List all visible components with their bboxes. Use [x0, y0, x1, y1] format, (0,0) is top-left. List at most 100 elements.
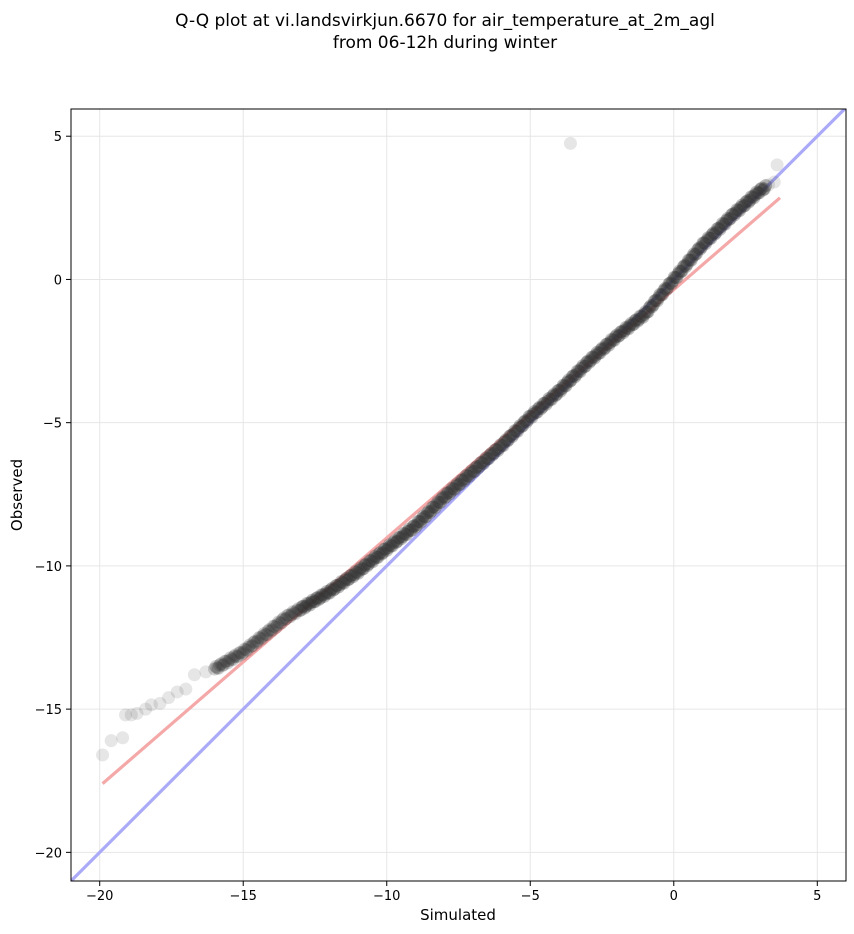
- data-point: [406, 520, 420, 534]
- data-point: [755, 181, 769, 195]
- data-point: [322, 586, 336, 600]
- data-point: [620, 321, 634, 335]
- data-point: [522, 409, 536, 423]
- data-point: [419, 510, 433, 524]
- data-point: [422, 504, 436, 518]
- data-point: [561, 373, 575, 387]
- data-point: [586, 350, 600, 364]
- x-axis-label: Simulated: [420, 906, 496, 924]
- data-point: [315, 588, 329, 602]
- data-point: [619, 320, 633, 334]
- data-point: [525, 410, 539, 424]
- data-point: [762, 178, 775, 192]
- data-point: [266, 619, 280, 633]
- data-point: [388, 534, 402, 548]
- data-point: [291, 602, 305, 616]
- data-point: [594, 343, 608, 357]
- data-point: [224, 652, 238, 666]
- data-point: [248, 634, 262, 648]
- data-point: [533, 400, 547, 414]
- data-point: [560, 375, 574, 389]
- data-point: [366, 555, 380, 569]
- data-point: [510, 424, 524, 438]
- data-point: [678, 258, 692, 272]
- data-point: [269, 620, 283, 634]
- data-point: [699, 237, 713, 251]
- data-point: [734, 200, 748, 214]
- data-point: [354, 561, 368, 575]
- data-point: [389, 535, 403, 549]
- data-point: [234, 645, 248, 659]
- y-axis-label: Observed: [8, 459, 26, 531]
- data-point: [116, 731, 130, 745]
- data-point: [470, 459, 484, 473]
- data-point: [305, 593, 319, 607]
- data-point: [591, 346, 605, 360]
- data-point: [401, 524, 415, 538]
- data-point: [623, 319, 637, 333]
- data-point: [415, 512, 429, 526]
- data-point: [283, 610, 297, 624]
- data-point: [501, 433, 515, 447]
- data-point: [420, 506, 434, 520]
- data-point: [292, 603, 306, 617]
- data-point: [230, 650, 244, 664]
- data-point: [637, 307, 651, 321]
- data-point: [300, 596, 314, 610]
- data-point: [665, 277, 679, 291]
- data-point: [539, 397, 553, 411]
- data-point: [666, 274, 680, 288]
- data-point: [514, 420, 528, 434]
- data-point: [236, 645, 250, 659]
- data-point: [432, 496, 446, 510]
- data-point: [718, 217, 732, 231]
- data-point: [162, 691, 176, 705]
- data-point: [685, 250, 699, 264]
- data-point: [509, 424, 523, 438]
- data-point: [423, 506, 437, 520]
- data-point: [662, 277, 676, 291]
- data-point: [299, 599, 313, 613]
- data-point: [456, 473, 470, 487]
- data-point: [628, 314, 642, 328]
- data-point: [362, 557, 376, 571]
- data-point: [368, 549, 382, 563]
- data-point: [574, 361, 588, 375]
- data-point: [330, 578, 344, 592]
- data-point: [535, 400, 549, 414]
- data-point: [544, 393, 558, 407]
- chart-title: Q-Q plot at vi.landsvirkjun.6670 for air…: [175, 11, 715, 53]
- data-point: [538, 396, 552, 410]
- data-point: [332, 580, 346, 594]
- data-point: [264, 624, 278, 638]
- data-point: [210, 661, 224, 675]
- y-tick-label: −5: [43, 417, 62, 432]
- x-tick-label: −15: [230, 889, 257, 904]
- data-point: [386, 536, 400, 550]
- data-point: [411, 514, 425, 528]
- data-point: [440, 486, 454, 500]
- data-point: [342, 572, 356, 586]
- identity-line: [71, 109, 846, 881]
- data-point: [756, 183, 770, 197]
- data-point: [268, 619, 282, 633]
- data-point: [475, 456, 489, 470]
- data-point: [563, 374, 577, 388]
- data-point: [369, 550, 383, 564]
- data-point: [460, 468, 474, 482]
- data-point: [380, 543, 394, 557]
- data-point: [170, 685, 184, 699]
- data-point: [313, 591, 327, 605]
- data-point: [701, 231, 715, 245]
- data-point: [612, 329, 626, 343]
- data-point: [529, 406, 543, 420]
- data-point: [211, 661, 225, 675]
- data-point: [474, 455, 488, 469]
- y-tick-label: −15: [35, 703, 62, 718]
- data-point: [304, 595, 318, 609]
- data-point: [258, 628, 272, 642]
- data-point: [338, 573, 352, 587]
- data-point: [326, 583, 340, 597]
- data-point: [753, 182, 767, 196]
- data-point: [399, 528, 413, 542]
